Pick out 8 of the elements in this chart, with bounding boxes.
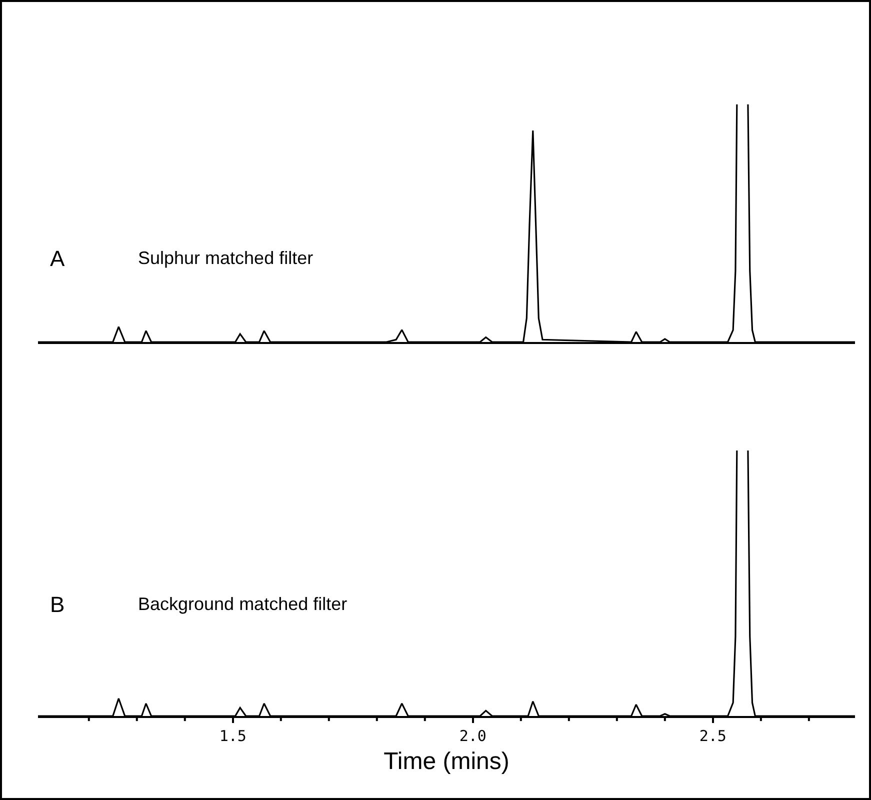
annotation: A	[50, 246, 65, 271]
annotation: Background matched filter	[138, 594, 348, 614]
x-tick-label: 2.5	[699, 727, 726, 745]
x-tick-label: 2.0	[459, 727, 486, 745]
x-axis-title: Time (mins)	[384, 748, 510, 775]
annotation: B	[50, 592, 65, 617]
x-tick-label: 1.5	[219, 727, 246, 745]
annotation: Sulphur matched filter	[138, 248, 314, 268]
